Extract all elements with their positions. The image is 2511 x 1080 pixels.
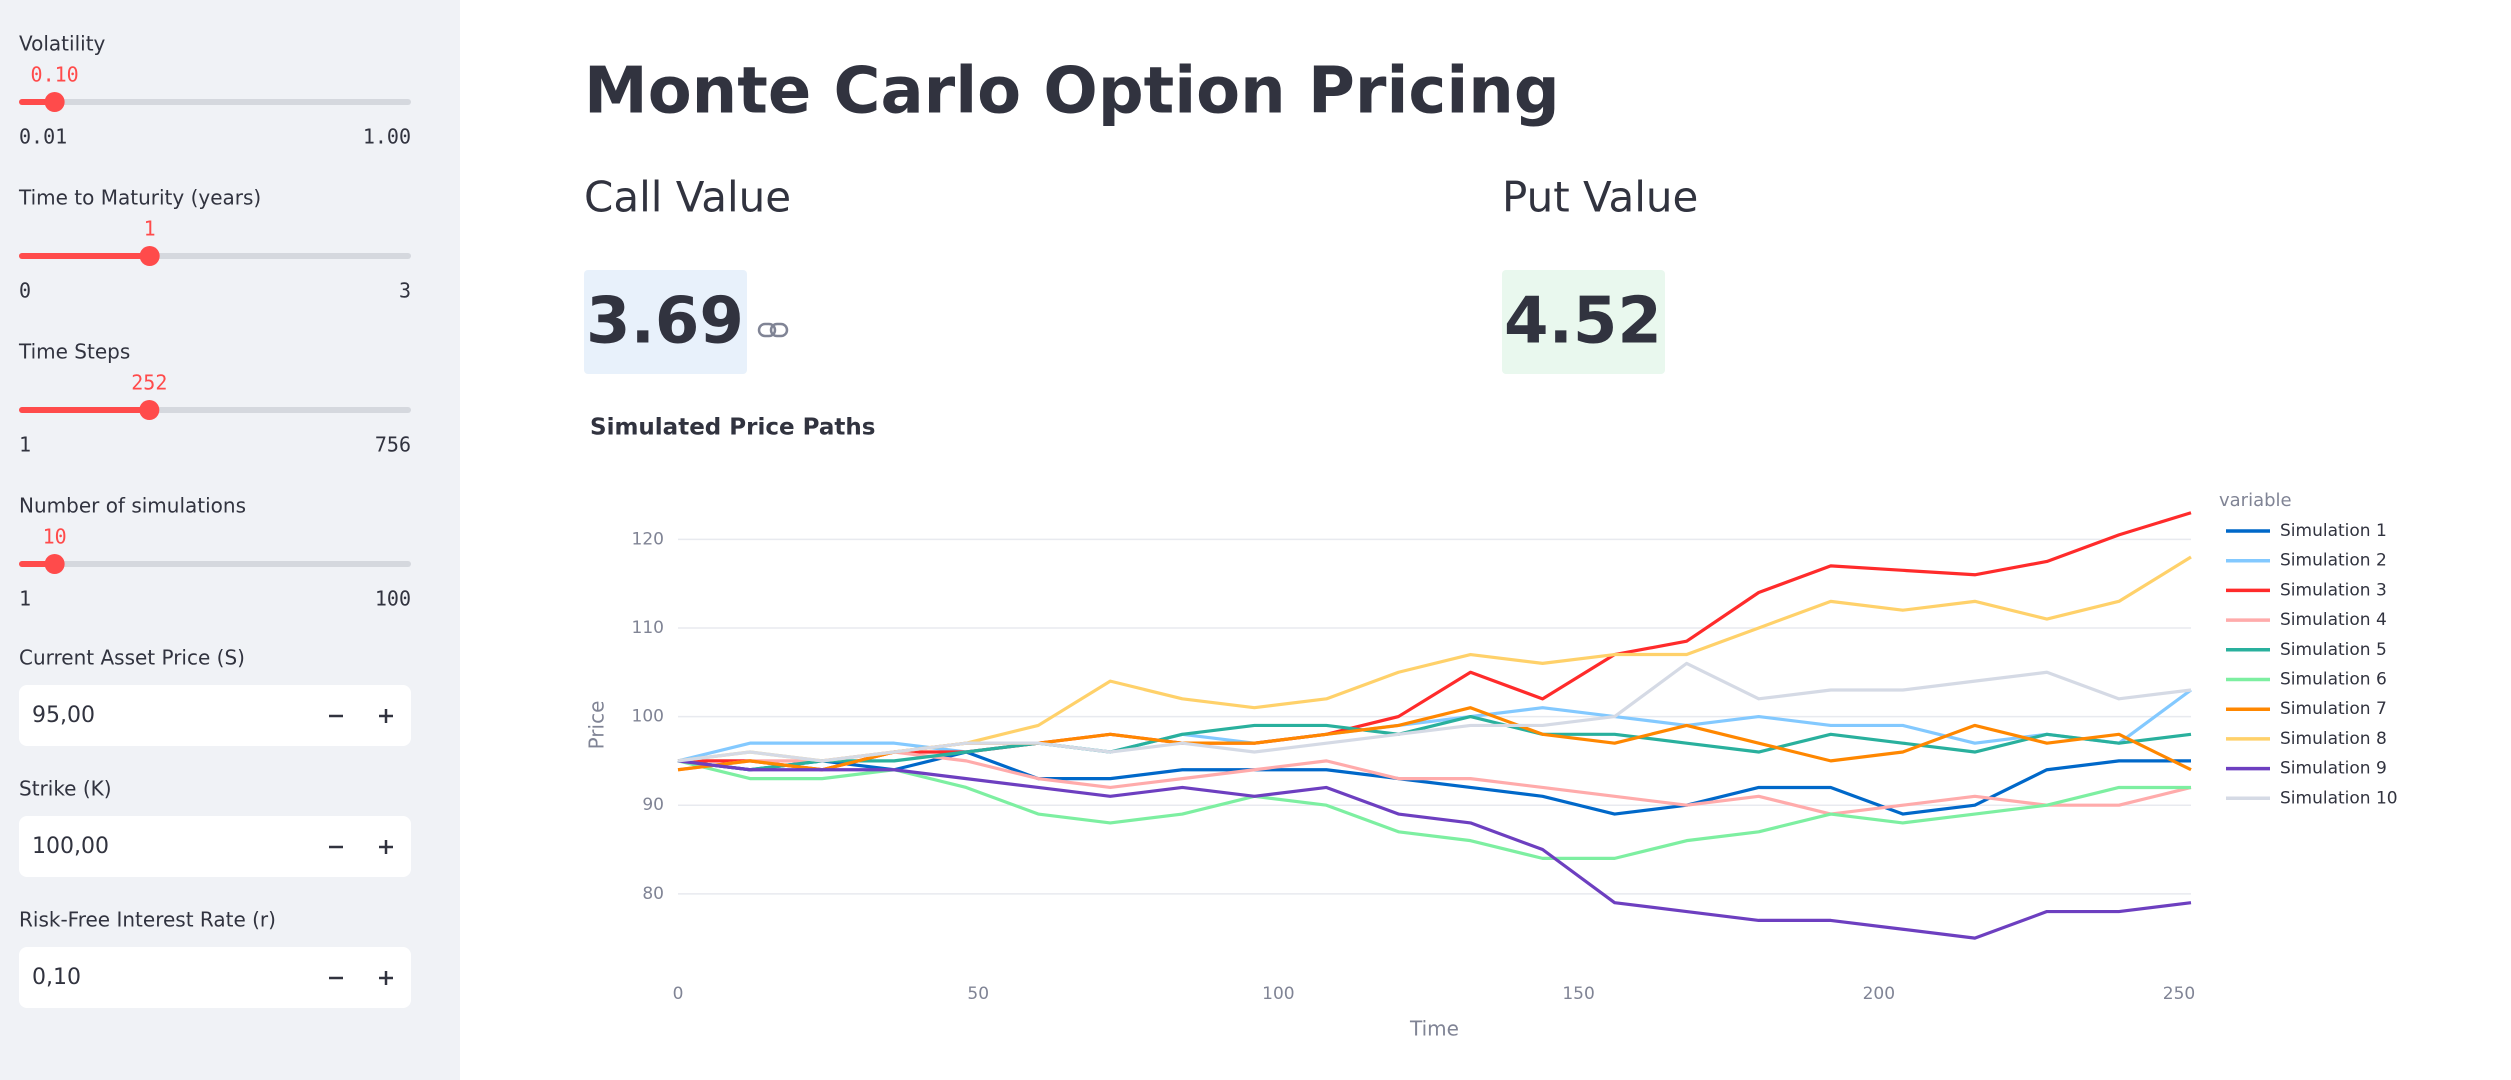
legend-title: variable — [2219, 490, 2292, 511]
slider-track — [19, 561, 411, 567]
slider-handle[interactable] — [44, 554, 65, 574]
link-part — [757, 322, 777, 338]
slider-label: Time to Maturity (years) — [18, 186, 261, 210]
slider-handle[interactable] — [139, 246, 160, 266]
number-input[interactable]: 0,10 — [19, 947, 411, 1008]
slider-min: 0 — [19, 279, 31, 303]
series-line — [677, 714, 2192, 772]
x-tick-label: 0 — [673, 984, 684, 1004]
metric-box — [1502, 270, 1665, 374]
number-input[interactable]: 100,00 — [19, 816, 411, 877]
sidebar-controls: Volatility 0.10 0.01 1.00 Time to Maturity (… — [18, 32, 411, 1008]
legend-label: Simulation 10 — [2280, 788, 2398, 808]
x-tick-label: 200 — [1863, 984, 1895, 1004]
slider-handle[interactable] — [44, 92, 65, 112]
legend-label: Simulation 6 — [2280, 670, 2387, 690]
slider-max: 100 — [375, 587, 411, 611]
y-tick-label: 80 — [642, 884, 664, 904]
input-box[interactable] — [19, 685, 411, 746]
input-label: Current Asset Price (S) — [19, 646, 245, 670]
metric-label: Call Value — [584, 173, 791, 222]
slider-handle[interactable] — [139, 400, 160, 420]
slider-label: Time Steps — [18, 340, 130, 364]
input-value: 100,00 — [32, 834, 109, 859]
legend-label: Simulation 5 — [2280, 640, 2387, 660]
y-tick-label: 110 — [632, 618, 664, 638]
input-label: Strike (K) — [19, 777, 112, 801]
legend-label: Simulation 1 — [2280, 521, 2387, 541]
legend-item[interactable]: Simulation 2 — [2226, 551, 2387, 571]
metric-value: 3.69 — [586, 285, 744, 359]
slider[interactable]: Volatility 0.10 0.01 1.00 — [19, 32, 411, 149]
y-tick-label: 90 — [642, 795, 664, 815]
metrics: Call Value 3.69 Put Value 4.52 — [584, 173, 1698, 374]
x-tick-label: 250 — [2163, 984, 2195, 1004]
chart-title: Simulated Price Paths — [590, 415, 875, 441]
slider-max: 756 — [375, 433, 411, 457]
legend-item[interactable]: Simulation 8 — [2226, 729, 2387, 749]
slider-value: 252 — [131, 371, 167, 395]
legend-item[interactable]: Simulation 10 — [2226, 788, 2398, 808]
slider-max: 3 — [399, 279, 411, 303]
y-axis-label: Price — [585, 701, 609, 750]
slider[interactable]: Number of simulations 10 1 100 — [19, 494, 411, 611]
legend-item[interactable]: Simulation 4 — [2226, 610, 2387, 630]
legend-item[interactable]: Simulation 7 — [2226, 699, 2387, 719]
y-tick-label: 100 — [632, 707, 664, 727]
link-icon[interactable] — [757, 322, 789, 338]
slider-value: 1 — [144, 217, 156, 241]
number-input[interactable]: 95,00 — [19, 685, 411, 746]
x-tick-label: 150 — [1562, 984, 1594, 1004]
legend-label: Simulation 8 — [2280, 729, 2387, 749]
legend-label: Simulation 2 — [2280, 551, 2387, 571]
series-line — [677, 759, 2191, 860]
slider-value: 10 — [43, 525, 67, 549]
link-part — [769, 322, 789, 338]
legend-item[interactable]: Simulation 3 — [2226, 580, 2387, 600]
metric-value: 4.52 — [1504, 285, 1662, 359]
slider-label: Number of simulations — [19, 494, 246, 518]
slider-label: Volatility — [19, 32, 106, 56]
legend-label: Simulation 9 — [2280, 759, 2387, 779]
x-axis-label: Time — [1409, 1017, 1459, 1041]
series-line — [677, 759, 2192, 940]
legend-label: Simulation 7 — [2280, 699, 2387, 719]
x-tick-label: 50 — [967, 984, 989, 1004]
sidebar — [0, 0, 460, 1080]
metric-label: Put Value — [1502, 173, 1698, 222]
input-label: Risk-Free Interest Rate (r) — [19, 908, 276, 932]
slider-min: 1 — [19, 433, 31, 457]
input-box[interactable] — [19, 816, 411, 877]
legend-label: Simulation 3 — [2280, 580, 2387, 600]
slider-min: 0.01 — [19, 125, 67, 149]
x-tick-label: 100 — [1262, 984, 1294, 1004]
series-line — [677, 661, 2192, 763]
series-line — [678, 511, 2192, 772]
legend-item[interactable]: Simulation 9 — [2226, 759, 2387, 779]
input-value: 95,00 — [32, 703, 95, 728]
slider-fill — [19, 253, 150, 259]
input-value: 0,10 — [32, 965, 81, 990]
page-title: Monte Carlo Option Pricing — [584, 55, 1560, 129]
slider-min: 1 — [19, 587, 31, 611]
series-line — [677, 750, 2191, 816]
legend-item[interactable]: Simulation 6 — [2226, 670, 2387, 690]
slider-fill — [19, 407, 150, 413]
chart: Simulated Price Paths 80 90 100 110 120 0 50 100… — [585, 415, 2398, 1041]
slider-max: 1.00 — [363, 125, 411, 149]
y-tick-label: 120 — [632, 529, 664, 549]
metric-box — [584, 270, 747, 374]
legend-item[interactable]: Simulation 1 — [2226, 521, 2387, 541]
slider-value: 0.10 — [31, 63, 79, 87]
slider[interactable]: Time to Maturity (years) 1 0 3 — [18, 186, 411, 303]
input-box[interactable] — [19, 947, 411, 1008]
legend-label: Simulation 4 — [2280, 610, 2387, 630]
legend-item[interactable]: Simulation 5 — [2226, 640, 2387, 660]
slider-track — [19, 99, 411, 105]
